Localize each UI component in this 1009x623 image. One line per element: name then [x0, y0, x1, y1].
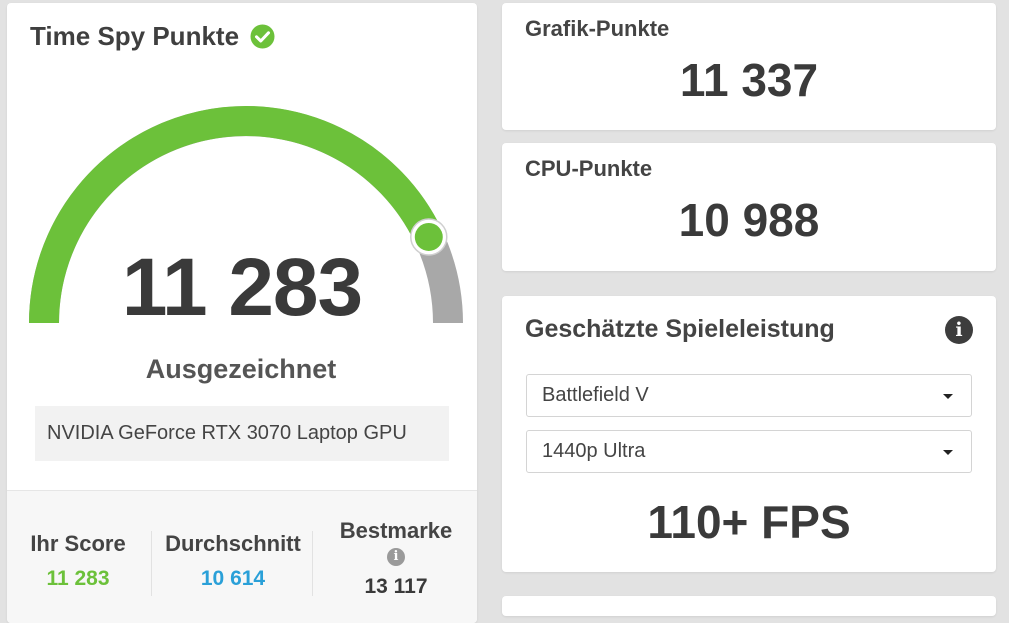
cpu-score-label: CPU-Punkte	[525, 156, 653, 181]
check-circle-icon	[250, 24, 275, 49]
score-title: Time Spy Punkte	[30, 21, 240, 51]
gauge-fill	[29, 106, 443, 324]
info-icon[interactable]: i	[945, 316, 973, 344]
game-performance-card: Geschätzte Spieleleistung i Battlefield …	[502, 296, 996, 572]
graphics-score-value: 11 337	[679, 54, 819, 106]
average-value: 10 614	[200, 567, 266, 590]
game-select-value: Battlefield V	[542, 384, 649, 406]
divider	[312, 531, 313, 596]
resolution-select-value: 1440p Ultra	[542, 440, 646, 462]
time-spy-score-card: Time Spy Punkte 11 283 Ausgezeichnet NVI…	[7, 3, 477, 623]
estimated-fps: 110+ FPS	[647, 496, 851, 548]
cpu-score-value: 10 988	[678, 194, 820, 246]
average-stat: Durchschnitt 10 614	[159, 491, 307, 591]
cpu-score-card: CPU-Punkte 10 988	[502, 143, 996, 271]
best-value: 13 117	[364, 575, 428, 598]
best-stat: Bestmarke i 13 117	[325, 491, 467, 599]
score-title-row: Time Spy Punkte	[30, 21, 275, 52]
graphics-score-card: Grafik-Punkte 11 337	[502, 3, 996, 130]
score-gauge	[29, 106, 463, 324]
gpu-name: NVIDIA GeForce RTX 3070 Laptop GPU	[35, 406, 449, 461]
score-comparison: Ihr Score 11 283 Durchschnitt 10 614 Bes…	[7, 490, 477, 623]
your-score-stat: Ihr Score 11 283	[17, 491, 139, 591]
best-label: Bestmarke	[339, 518, 453, 543]
main-score-value: 11 283	[121, 242, 363, 333]
next-card	[502, 596, 996, 616]
divider	[151, 531, 152, 596]
score-rating: Ausgezeichnet	[145, 354, 337, 384]
your-score-label: Ihr Score	[30, 531, 126, 556]
game-performance-title: Geschätzte Spieleleistung	[525, 315, 835, 343]
graphics-score-label: Grafik-Punkte	[525, 16, 670, 41]
caret-down-icon	[943, 450, 953, 455]
info-icon[interactable]: i	[387, 548, 405, 566]
average-label: Durchschnitt	[165, 531, 301, 556]
game-select[interactable]: Battlefield V	[526, 374, 972, 417]
resolution-select[interactable]: 1440p Ultra	[526, 430, 972, 473]
your-score-value: 11 283	[46, 567, 110, 590]
caret-down-icon	[943, 394, 953, 399]
gauge-knob-dot	[414, 222, 443, 251]
